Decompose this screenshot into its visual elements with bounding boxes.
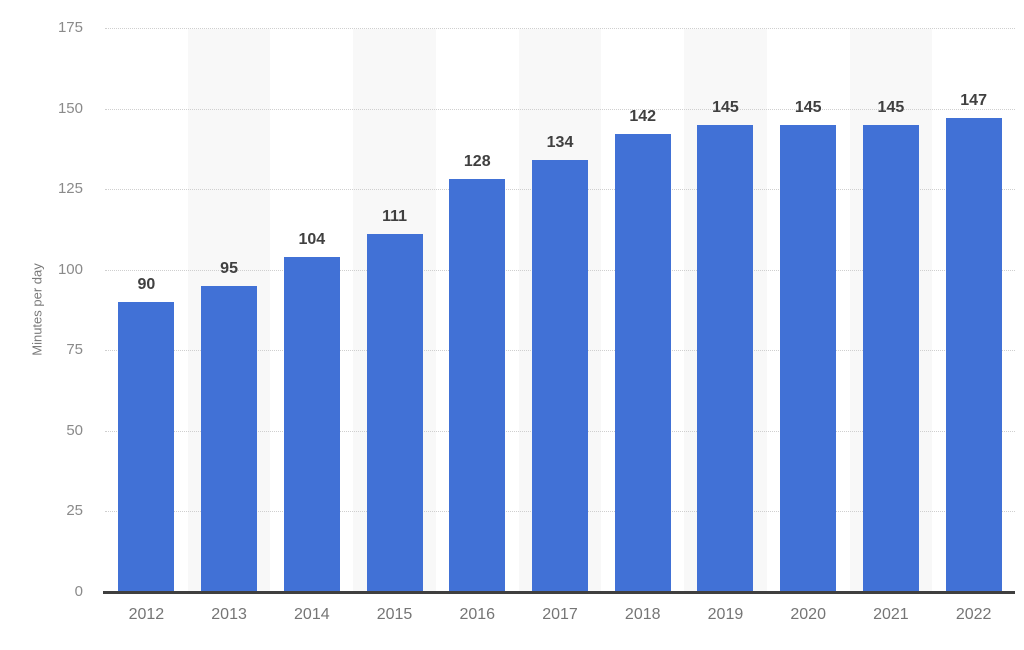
y-tick-label-0: 0 bbox=[74, 583, 83, 600]
bar-value-label-2015: 111 bbox=[382, 208, 407, 226]
bar-2018[interactable] bbox=[614, 134, 671, 592]
x-tick-label-2019: 2019 bbox=[707, 606, 744, 623]
x-tick-label-2018: 2018 bbox=[624, 606, 661, 623]
bar-2021[interactable] bbox=[862, 124, 919, 592]
bar-2014[interactable] bbox=[283, 256, 340, 592]
bar-value-label-2019: 145 bbox=[712, 98, 739, 116]
bar-2020[interactable] bbox=[780, 124, 837, 592]
bar-value-label-2020: 145 bbox=[794, 98, 822, 116]
y-tick-label-75: 75 bbox=[66, 341, 83, 359]
bar-2017[interactable] bbox=[532, 160, 588, 592]
bar-value-label-2016: 128 bbox=[463, 153, 491, 171]
x-tick-label-2016: 2016 bbox=[459, 606, 496, 623]
bar-2019[interactable] bbox=[697, 124, 754, 592]
plot-area: 90 95 104 111 128 134 142 145 145 145 147 bbox=[103, 28, 1015, 594]
bar-2013[interactable] bbox=[201, 285, 258, 592]
bar-value-label-2014: 104 bbox=[298, 230, 326, 248]
x-tick-label-2020: 2020 bbox=[790, 606, 826, 623]
x-tick-label-2013: 2013 bbox=[211, 606, 247, 623]
y-tick-label-100: 100 bbox=[57, 260, 83, 278]
x-tick-label-2014: 2014 bbox=[294, 606, 330, 623]
gridline-175 bbox=[105, 28, 1015, 29]
bar-value-label-2017: 134 bbox=[546, 134, 574, 152]
x-tick-label-2015: 2015 bbox=[376, 606, 413, 623]
x-tick-label-2017: 2017 bbox=[542, 606, 578, 623]
bar-value-label-2018: 142 bbox=[629, 108, 657, 126]
x-tick-label-2022: 2022 bbox=[955, 606, 992, 623]
x-axis-baseline bbox=[103, 591, 1015, 594]
bar-value-label-2012: 90 bbox=[137, 275, 156, 293]
bar-value-label-2013: 95 bbox=[220, 259, 238, 277]
bar-value-label-2022: 147 bbox=[960, 92, 987, 110]
bar-2022[interactable] bbox=[945, 118, 1002, 592]
bar-value-label-2021: 145 bbox=[877, 98, 905, 116]
bar-2012[interactable] bbox=[118, 301, 175, 592]
y-tick-label-50: 50 bbox=[66, 421, 83, 439]
bar-2015[interactable] bbox=[366, 234, 423, 592]
y-tick-label-175: 175 bbox=[57, 19, 83, 36]
bar-2016[interactable] bbox=[449, 179, 506, 592]
x-tick-label-2012: 2012 bbox=[128, 606, 165, 623]
y-tick-label-125: 125 bbox=[57, 180, 83, 198]
x-tick-label-2021: 2021 bbox=[873, 606, 909, 623]
y-tick-label-25: 25 bbox=[66, 502, 83, 520]
y-tick-label-150: 150 bbox=[57, 99, 83, 117]
gridline-150 bbox=[105, 108, 1015, 110]
